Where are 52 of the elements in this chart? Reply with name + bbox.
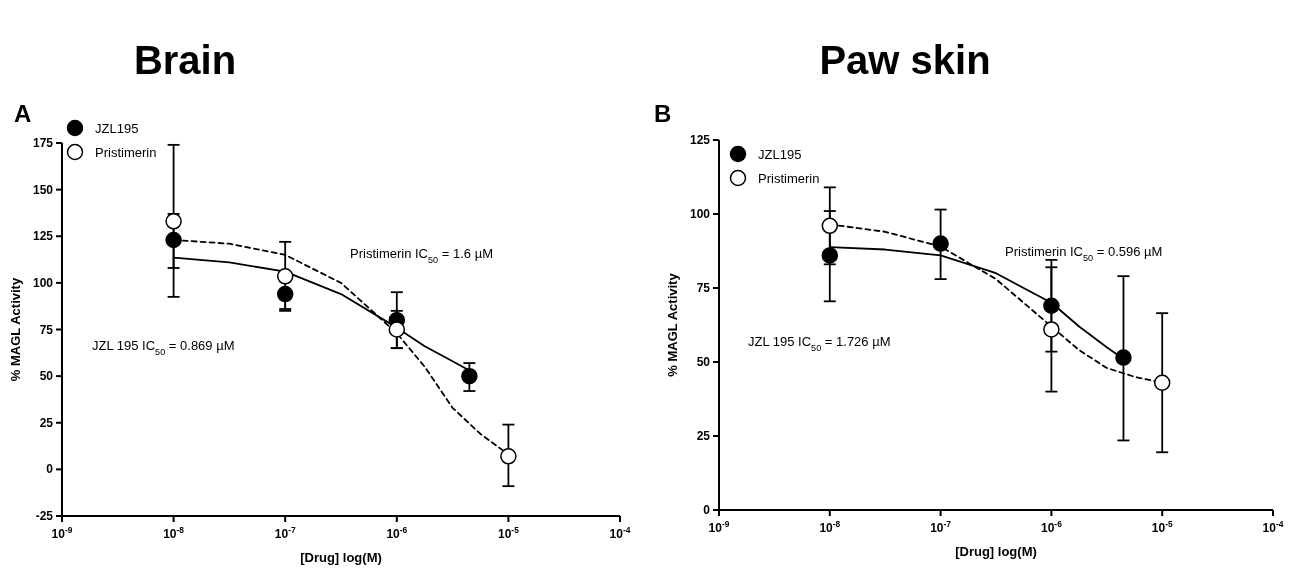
- x-tick-label: 10$^{-7}$: [930, 519, 952, 535]
- y-tick-label: 125: [32, 229, 54, 244]
- y-axis-title: % MAGL Activity: [8, 277, 23, 382]
- x-tick-label: 10$^{-6}$: [1040, 519, 1063, 535]
- y-tick-label: 75: [39, 322, 54, 337]
- point: [388, 321, 406, 338]
- x-tick-label: 10$^{-7}$: [274, 525, 296, 541]
- legend-label: JZL195: [95, 121, 139, 136]
- annotation: JZL 195 IC$_{50}$ = 1.726 µM: [748, 334, 891, 353]
- point: [1043, 297, 1060, 314]
- x-tick-label: 10$^{-5}$: [1151, 519, 1173, 535]
- y-tick-label: 175: [32, 136, 54, 150]
- text: A: [14, 100, 32, 127]
- legend-label: Pristimerin: [758, 171, 820, 186]
- x-tick-label: 10$^{-4}$: [609, 525, 631, 541]
- point: [821, 217, 839, 235]
- y-tick-label: 125: [689, 133, 711, 147]
- x-axis-title: [Drug] log(M): [300, 550, 382, 565]
- x-tick-label: 10$^{-9}$: [51, 525, 73, 541]
- chart-title: Brain: [133, 38, 237, 82]
- y-tick-label: 100: [32, 275, 54, 290]
- x-tick-label: 10$^{-8}$: [819, 519, 841, 535]
- y-tick-label: 25: [39, 415, 54, 430]
- y-tick-label: 50: [696, 355, 711, 369]
- point: [932, 235, 949, 252]
- y-axis-title: % MAGL Activity: [665, 272, 680, 377]
- x-tick-label: 10$^{-9}$: [708, 519, 730, 535]
- point: [500, 448, 517, 465]
- text: B: [654, 100, 672, 127]
- y-tick-label: -25: [35, 509, 54, 523]
- annotation: Pristimerin IC$_{50}$ = 0.596 µM: [1005, 244, 1163, 263]
- legend-label: JZL195: [758, 147, 802, 162]
- x-tick-label: 10$^{-8}$: [163, 525, 185, 541]
- annotation: JZL 195 IC$_{50}$ = 0.869 µM: [92, 338, 235, 357]
- point: [276, 268, 294, 285]
- point: [165, 213, 182, 230]
- x-tick-label: 10$^{-5}$: [497, 525, 520, 541]
- y-tick-label: 0: [703, 503, 711, 517]
- y-tick-label: 75: [696, 281, 711, 295]
- y-tick-label: 25: [696, 429, 711, 443]
- chart-title: Paw skin: [819, 38, 991, 82]
- y-tick-label: 100: [689, 207, 711, 221]
- annotation: Pristimerin IC$_{50}$ = 1.6 µM: [350, 246, 493, 265]
- point: [1153, 374, 1171, 391]
- y-tick-label: 0: [46, 462, 54, 477]
- x-tick-label: 10$^{-6}$: [386, 525, 408, 541]
- y-tick-label: 50: [39, 369, 54, 384]
- x-tick-label: 10$^{-4}$: [1262, 519, 1284, 535]
- x-axis-title: [Drug] log(M): [955, 544, 1037, 559]
- point: [1043, 321, 1060, 338]
- legend-label: Pristimerin: [95, 145, 157, 160]
- y-tick-label: 150: [32, 182, 54, 197]
